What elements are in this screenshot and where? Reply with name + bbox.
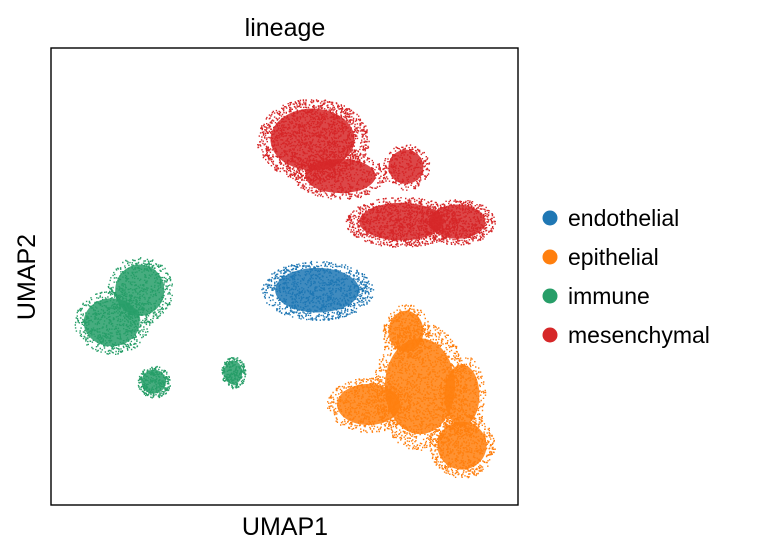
legend-marker-endothelial — [542, 210, 558, 226]
series-epithelial — [327, 304, 496, 479]
legend: endothelial epithelial immune mesenchymal — [542, 205, 710, 348]
epithelial-dense-core — [437, 421, 487, 470]
legend-item-immune: immune — [542, 283, 650, 309]
legend-label-mesenchymal: mesenchymal — [568, 322, 710, 348]
legend-label-epithelial: epithelial — [568, 244, 659, 270]
immune-cluster-2 — [137, 365, 171, 399]
legend-label-immune: immune — [568, 283, 650, 309]
epithelial-cluster-0 — [373, 323, 468, 451]
immune-cluster-1 — [107, 257, 173, 326]
scatter-points — [74, 99, 496, 479]
immune-dense-core — [224, 360, 243, 385]
legend-marker-epithelial — [542, 249, 558, 265]
plot-frame — [50, 47, 519, 506]
mesenchymal-cluster-2 — [345, 197, 459, 248]
mesenchymal-cluster-4 — [383, 144, 431, 191]
endothelial-cluster-0 — [261, 260, 375, 321]
endothelial-dense-core — [275, 267, 360, 313]
epithelial-cluster-2 — [429, 414, 496, 479]
legend-item-epithelial: epithelial — [542, 244, 659, 270]
mesenchymal-dense-core — [388, 149, 424, 184]
x-axis-label: UMAP1 — [242, 513, 328, 541]
legend-item-mesenchymal: mesenchymal — [542, 322, 710, 348]
epithelial-cluster-3 — [382, 304, 431, 360]
epithelial-cluster-1 — [327, 377, 412, 434]
chart-title: lineage — [245, 14, 326, 42]
epithelial-dense-core — [444, 364, 480, 427]
mesenchymal-dense-core — [305, 158, 376, 194]
epithelial-dense-core — [337, 383, 401, 426]
epithelial-dense-core — [388, 310, 424, 352]
series-immune — [74, 257, 247, 399]
immune-dense-core — [115, 264, 165, 316]
legend-marker-immune — [542, 288, 558, 304]
legend-item-endothelial: endothelial — [542, 205, 679, 231]
immune-dense-core — [141, 369, 166, 394]
legend-label-endothelial: endothelial — [568, 205, 679, 231]
mesenchymal-dense-core — [359, 202, 444, 241]
y-axis-label: UMAP2 — [13, 234, 41, 320]
series-endothelial — [261, 260, 375, 321]
mesenchymal-cluster-3 — [420, 199, 496, 246]
mesenchymal-dense-core — [429, 204, 486, 239]
epithelial-dense-core — [384, 338, 455, 435]
epithelial-cluster-4 — [439, 356, 487, 437]
series-mesenchymal — [257, 99, 496, 248]
legend-marker-mesenchymal — [542, 327, 558, 343]
mesenchymal-cluster-1 — [293, 153, 389, 200]
immune-cluster-3 — [221, 357, 247, 390]
